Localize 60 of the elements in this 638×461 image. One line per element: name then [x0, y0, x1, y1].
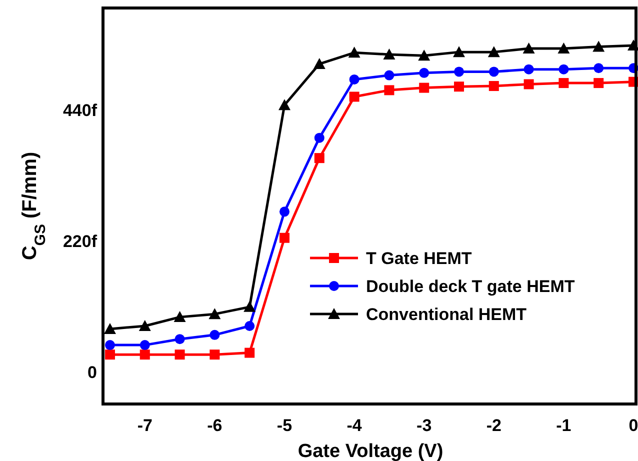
y-tick-label: 440f — [62, 100, 98, 120]
x-tick-label: -3 — [416, 416, 432, 435]
point — [348, 46, 360, 58]
point — [383, 48, 396, 60]
point — [314, 153, 324, 164]
point — [244, 348, 255, 358]
x-tick-label: -7 — [137, 416, 152, 435]
point — [174, 311, 186, 322]
point — [384, 70, 394, 80]
x-tick-label: -2 — [486, 416, 502, 435]
point — [174, 334, 185, 344]
point — [488, 66, 499, 77]
point — [278, 99, 290, 110]
point — [104, 322, 116, 334]
point — [454, 66, 464, 77]
point — [419, 82, 430, 93]
point — [313, 58, 326, 69]
point — [174, 350, 185, 360]
point — [453, 46, 465, 58]
point — [558, 64, 569, 74]
x-tick-label: -4 — [346, 416, 362, 435]
point — [594, 63, 604, 74]
point — [454, 82, 464, 92]
point — [349, 92, 360, 102]
point — [208, 308, 221, 320]
point — [488, 46, 500, 58]
point — [384, 85, 394, 96]
point — [592, 40, 605, 52]
point — [558, 78, 569, 88]
point — [524, 64, 534, 74]
point — [104, 350, 115, 360]
point — [140, 340, 150, 350]
point — [418, 50, 430, 61]
point — [244, 320, 255, 331]
point — [210, 350, 220, 360]
point — [488, 81, 499, 92]
point — [104, 340, 115, 350]
x-tick-label: -1 — [556, 416, 572, 435]
x-axis-title: Gate Voltage (V) — [298, 441, 444, 461]
y-tick-label: 220f — [62, 232, 98, 251]
point — [279, 206, 290, 217]
legend-label: Conventional HEMT — [366, 305, 528, 324]
y-tick-label: 0 — [88, 362, 97, 382]
point — [140, 350, 150, 360]
point — [594, 78, 604, 88]
point — [210, 330, 220, 340]
point — [138, 320, 151, 331]
point — [349, 74, 360, 84]
point — [524, 79, 534, 90]
point — [279, 232, 290, 243]
point — [244, 300, 256, 312]
point — [314, 132, 324, 143]
point — [558, 42, 570, 54]
legend-label: T Gate HEMT — [366, 249, 472, 268]
point — [522, 42, 535, 54]
point — [419, 68, 430, 78]
x-tick-label: 0 — [628, 416, 638, 435]
legend-label: Double deck T gate HEMT — [366, 277, 576, 296]
x-tick-label: -6 — [207, 416, 222, 435]
x-tick-label: -5 — [276, 416, 292, 435]
